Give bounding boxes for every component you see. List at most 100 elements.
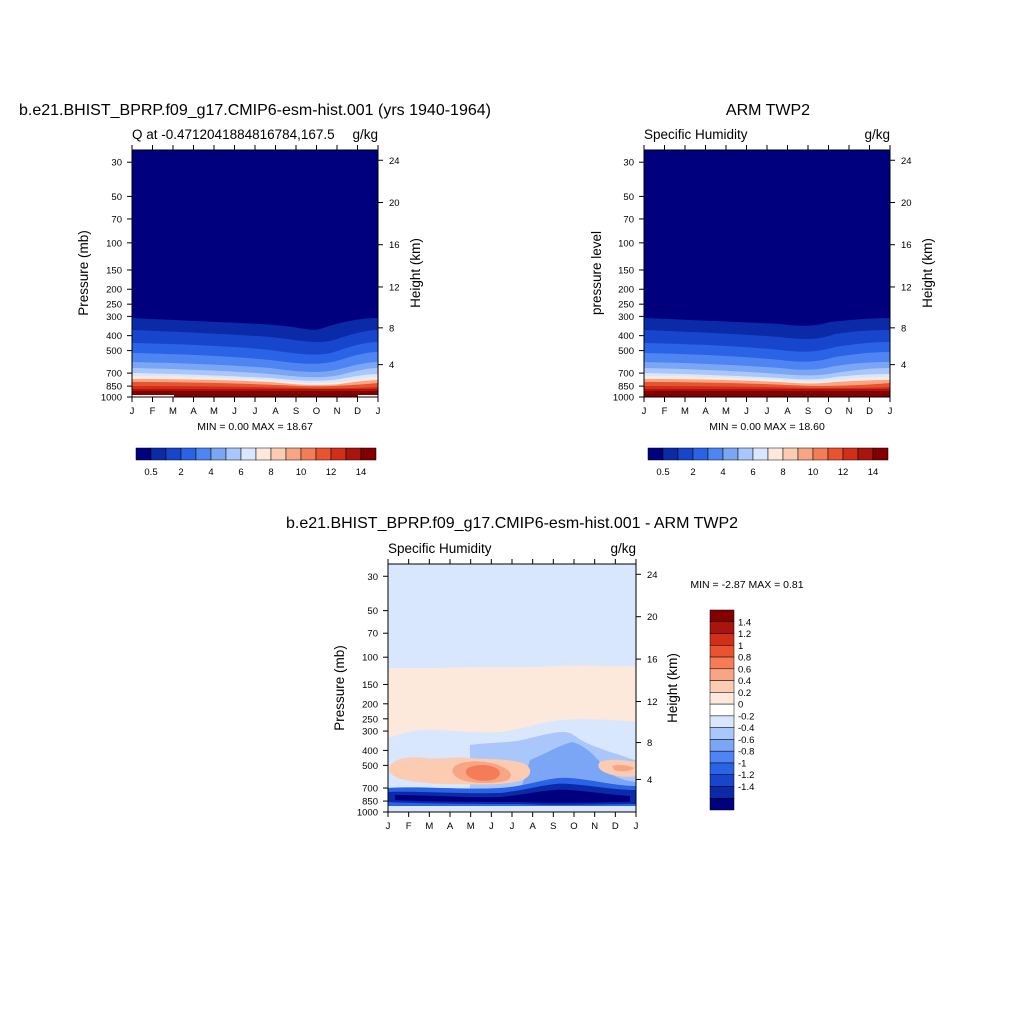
y-right-tick-label: 8: [901, 323, 906, 334]
colorbar-label: 0.4: [738, 676, 751, 687]
colorbar-swatch: [135, 447, 152, 461]
panel-2-heatmap: [643, 149, 891, 398]
colorbar-swatch: [709, 656, 735, 670]
panel-1-heatmap: [131, 149, 379, 398]
panel-2-left-label: Specific Humidity: [644, 127, 748, 142]
x-tick-label: S: [805, 406, 811, 417]
colorbar-swatch: [709, 692, 735, 705]
y-right-tick-label: 12: [901, 282, 912, 293]
colorbar-swatch: [709, 797, 735, 811]
colorbar-label: 12: [838, 467, 849, 478]
panel-1-title: b.e21.BHIST_BPRP.f09_g17.CMIP6-esm-hist.…: [19, 102, 491, 119]
y-tick-label: 500: [106, 346, 122, 357]
x-tick-label: O: [570, 821, 577, 832]
x-tick-label: N: [334, 406, 341, 417]
x-tick-label: J: [510, 821, 515, 832]
colorbar-swatch: [709, 645, 735, 658]
panel-2-colorbar: 0.5 2 4 6 8 10 12 14: [647, 447, 889, 478]
colorbar-swatch: [782, 447, 799, 461]
colorbar-swatch: [709, 727, 735, 740]
colorbar-swatch: [285, 447, 302, 461]
x-tick-label: M: [467, 821, 475, 832]
y-right-tick-label: 4: [647, 775, 652, 786]
colorbar-label: 14: [868, 467, 879, 478]
colorbar-swatch: [722, 447, 739, 461]
panel-2-title: ARM TWP2: [726, 102, 810, 119]
x-tick-label: S: [550, 821, 556, 832]
colorbar-swatch: [647, 447, 664, 461]
colorbar-swatch: [225, 447, 242, 461]
y-tick-label: 850: [618, 382, 634, 393]
y-tick-label: 1000: [613, 393, 634, 404]
panel-3-ylabel-right: Height (km): [665, 653, 680, 723]
x-tick-label: J: [489, 821, 494, 832]
x-tick-label: J: [888, 406, 893, 417]
y-tick-label: 100: [618, 238, 634, 249]
colorbar-label: -0.2: [738, 711, 754, 722]
colorbar-swatch: [315, 447, 332, 461]
colorbar-label: -1.4: [738, 782, 754, 793]
x-tick-label: M: [210, 406, 218, 417]
panel-2-stats: MIN = 0.00 MAX = 18.60: [709, 421, 825, 433]
y-tick-label: 700: [106, 369, 122, 380]
colorbar-swatch: [709, 774, 735, 787]
colorbar-label: 4: [720, 467, 725, 478]
y-right-tick-label: 24: [389, 156, 400, 167]
colorbar-swatch: [857, 447, 874, 461]
y-tick-label: 70: [623, 214, 634, 225]
y-right-tick-label: 8: [647, 738, 652, 749]
y-right-tick-label: 12: [389, 282, 400, 293]
colorbar-label: 0.6: [738, 664, 751, 675]
colorbar-swatch: [150, 447, 167, 461]
x-tick-label: D: [612, 821, 619, 832]
y-tick-label: 200: [618, 285, 634, 296]
colorbar-label: 1: [738, 641, 743, 652]
y-right-tick-label: 8: [389, 323, 394, 334]
y-right-tick-label: 24: [647, 570, 658, 581]
colorbar-label: 0: [738, 700, 743, 711]
colorbar-swatch: [842, 447, 859, 461]
colorbar-label: 2: [690, 467, 695, 478]
panel-1-contour-13: [132, 391, 378, 397]
x-tick-label: A: [272, 406, 279, 417]
y-tick-label: 250: [106, 300, 122, 311]
x-tick-label: F: [662, 406, 668, 417]
panel-2-ylabel: pressure level: [589, 231, 604, 315]
y-tick-label: 200: [362, 699, 378, 710]
y-tick-label: 150: [362, 680, 378, 691]
colorbar-swatch: [827, 447, 844, 461]
colorbar-swatch: [709, 680, 735, 693]
y-right-tick-label: 20: [647, 612, 658, 623]
y-right-tick-label: 20: [389, 198, 400, 209]
colorbar-swatch: [270, 447, 287, 461]
colorbar-label: 0.5: [144, 467, 157, 478]
y-tick-label: 100: [362, 653, 378, 664]
colorbar-swatch: [709, 703, 735, 717]
x-tick-label: A: [529, 821, 536, 832]
y-tick-label: 100: [106, 238, 122, 249]
x-tick-label: J: [376, 406, 381, 417]
colorbar-swatch: [709, 786, 735, 799]
panel-1-missing-strip: [132, 395, 174, 397]
x-tick-label: J: [744, 406, 749, 417]
panel-3-ylabel: Pressure (mb): [332, 645, 347, 731]
panel-3-colorbar: 1.41.210.80.60.40.20-0.2-0.4-0.6-0.8-1-1…: [709, 609, 754, 811]
y-right-tick-label: 20: [901, 198, 912, 209]
panel-2-ylabel-right: Height (km): [920, 238, 935, 308]
x-tick-label: J: [765, 406, 770, 417]
y-tick-label: 30: [111, 158, 122, 169]
x-tick-label: A: [447, 821, 454, 832]
colorbar-swatch: [180, 447, 197, 461]
y-tick-label: 1000: [357, 808, 378, 819]
panel-1-left-label: Q at -0.4712041884816784,167.5: [132, 127, 335, 142]
x-tick-label: O: [313, 406, 320, 417]
colorbar-swatch: [195, 447, 212, 461]
y-tick-label: 50: [111, 192, 122, 203]
panel-1-units: g/kg: [352, 127, 378, 142]
y-right-tick-label: 4: [389, 360, 394, 371]
y-tick-label: 150: [106, 265, 122, 276]
y-right-tick-label: 24: [901, 156, 912, 167]
panel-3-contour-pos-4: [465, 765, 500, 781]
